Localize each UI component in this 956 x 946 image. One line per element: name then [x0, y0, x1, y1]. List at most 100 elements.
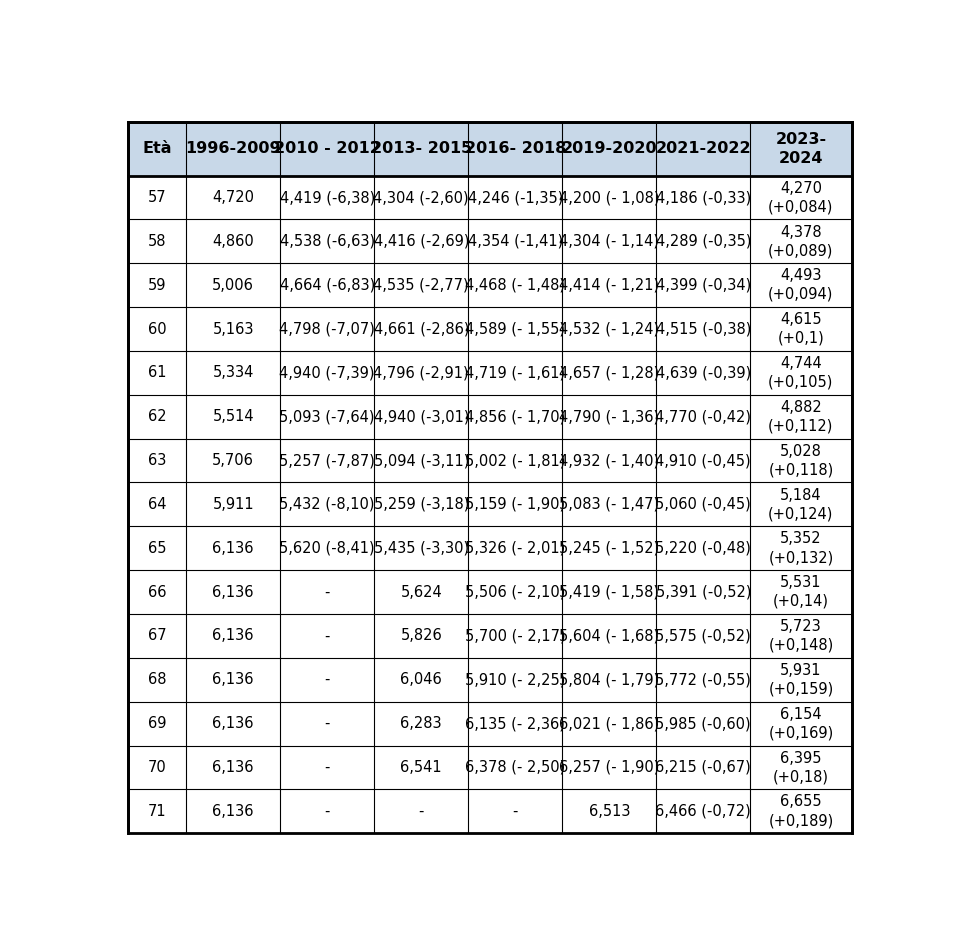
Text: 59: 59 [148, 278, 166, 292]
Bar [656, 219, 750, 263]
Text: 5,257 (-7,87): 5,257 (-7,87) [279, 453, 375, 468]
Bar [468, 614, 562, 657]
Bar [656, 526, 750, 570]
Text: 63: 63 [148, 453, 166, 468]
Text: -: - [324, 804, 330, 819]
Text: -: - [324, 760, 330, 775]
Text: 6,154
(+0,169): 6,154 (+0,169) [769, 707, 834, 741]
Text: 2010 - 2012: 2010 - 2012 [273, 141, 380, 156]
Text: 4,515 (-0,38): 4,515 (-0,38) [656, 322, 751, 337]
Bar [750, 657, 852, 702]
Bar [280, 219, 374, 263]
Text: 6,136: 6,136 [212, 628, 254, 643]
Bar [128, 570, 186, 614]
Bar [468, 307, 562, 351]
Bar [656, 482, 750, 526]
Text: 4,378
(+0,089): 4,378 (+0,089) [769, 224, 834, 258]
Text: 5,911: 5,911 [212, 497, 254, 512]
Bar [186, 526, 280, 570]
Text: -: - [324, 673, 330, 687]
Text: 5,723
(+0,148): 5,723 (+0,148) [769, 619, 834, 653]
Text: 6,046: 6,046 [401, 673, 442, 687]
Bar [468, 702, 562, 745]
Text: 5,028
(+0,118): 5,028 (+0,118) [769, 444, 834, 478]
Bar [750, 219, 852, 263]
Text: 6,215 (-0,67): 6,215 (-0,67) [656, 760, 751, 775]
Text: 4,532 (- 1,24): 4,532 (- 1,24) [559, 322, 660, 337]
Bar [656, 351, 750, 394]
Bar [128, 394, 186, 439]
Text: 6,378 (- 2,50): 6,378 (- 2,50) [466, 760, 565, 775]
Bar [750, 176, 852, 219]
Text: 6,513: 6,513 [589, 804, 630, 819]
Text: 4,940 (-7,39): 4,940 (-7,39) [279, 365, 375, 380]
Text: 67: 67 [148, 628, 166, 643]
Text: Età: Età [142, 141, 172, 156]
Bar [468, 176, 562, 219]
Text: 70: 70 [148, 760, 166, 775]
Bar [656, 702, 750, 745]
Bar [280, 176, 374, 219]
Text: 5,259 (-3,18): 5,259 (-3,18) [374, 497, 469, 512]
Text: -: - [324, 628, 330, 643]
Bar [750, 122, 852, 176]
Text: 5,706: 5,706 [212, 453, 254, 468]
Bar [128, 482, 186, 526]
Bar [280, 307, 374, 351]
Bar [280, 439, 374, 482]
Bar [468, 789, 562, 833]
Text: 2019-2020: 2019-2020 [561, 141, 657, 156]
Bar [374, 614, 468, 657]
Bar [562, 614, 656, 657]
Bar [374, 570, 468, 614]
Bar [186, 702, 280, 745]
Bar [128, 439, 186, 482]
Text: 5,163: 5,163 [212, 322, 254, 337]
Text: 4,798 (-7,07): 4,798 (-7,07) [279, 322, 375, 337]
Bar [750, 394, 852, 439]
Bar [128, 351, 186, 394]
Text: 4,664 (-6,83): 4,664 (-6,83) [279, 278, 375, 292]
Text: 5,985 (-0,60): 5,985 (-0,60) [656, 716, 751, 731]
Bar [750, 482, 852, 526]
Text: 4,882
(+0,112): 4,882 (+0,112) [769, 400, 834, 433]
Bar [562, 745, 656, 789]
Bar [468, 526, 562, 570]
Text: 5,514: 5,514 [212, 410, 254, 424]
Bar [562, 789, 656, 833]
Bar [656, 614, 750, 657]
Text: 62: 62 [148, 410, 166, 424]
Bar [374, 263, 468, 307]
Text: 4,493
(+0,094): 4,493 (+0,094) [769, 269, 834, 302]
Bar [280, 526, 374, 570]
Bar [374, 307, 468, 351]
Bar [656, 570, 750, 614]
Bar [562, 439, 656, 482]
Text: 2016- 2018: 2016- 2018 [465, 141, 566, 156]
Text: 4,354 (-1,41): 4,354 (-1,41) [467, 234, 563, 249]
Text: 5,006: 5,006 [212, 278, 254, 292]
Bar [128, 307, 186, 351]
Bar [374, 745, 468, 789]
Bar [186, 219, 280, 263]
Bar [656, 307, 750, 351]
Bar [750, 614, 852, 657]
Bar [656, 657, 750, 702]
Bar [468, 263, 562, 307]
Bar [562, 176, 656, 219]
Text: 6,136: 6,136 [212, 760, 254, 775]
Bar [128, 657, 186, 702]
Text: 4,661 (-2,86): 4,661 (-2,86) [374, 322, 469, 337]
Text: 4,270
(+0,084): 4,270 (+0,084) [769, 181, 834, 215]
Bar [280, 570, 374, 614]
Text: -: - [324, 716, 330, 731]
Text: 5,575 (-0,52): 5,575 (-0,52) [656, 628, 751, 643]
Bar [750, 307, 852, 351]
Text: 5,352
(+0,132): 5,352 (+0,132) [769, 532, 834, 565]
Bar [468, 219, 562, 263]
Text: 5,184
(+0,124): 5,184 (+0,124) [769, 487, 834, 521]
Bar [186, 176, 280, 219]
Text: 4,538 (-6,63): 4,538 (-6,63) [280, 234, 375, 249]
Text: 5,624: 5,624 [401, 585, 442, 600]
Text: 6,136: 6,136 [212, 673, 254, 687]
